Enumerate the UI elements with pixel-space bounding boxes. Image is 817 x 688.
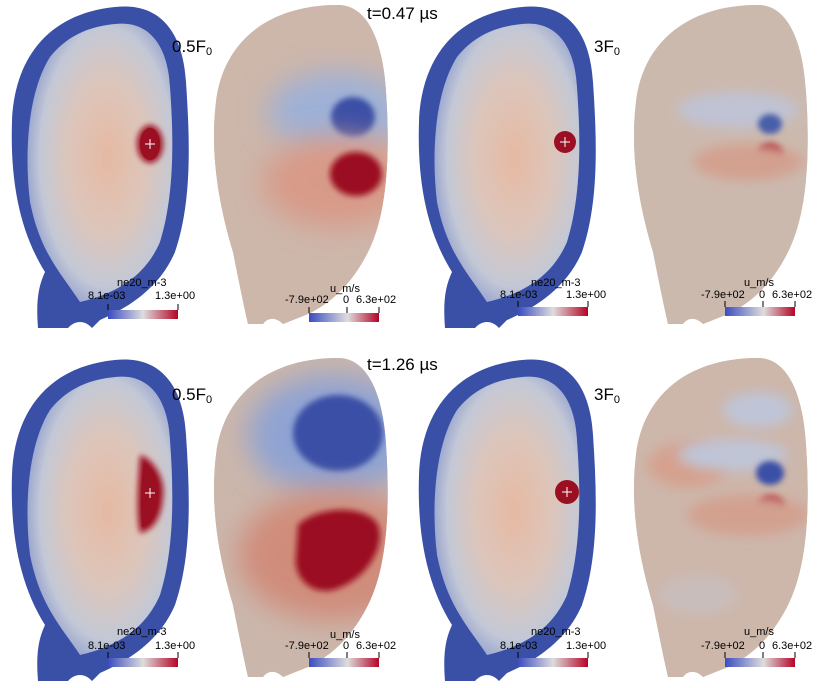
colorbar-title: u_m/s [744,277,774,289]
case-label-main: 0.5F [172,37,207,56]
colorbar-title: u_m/s [330,629,360,641]
colorbar-min-label: 8.1e-03 [88,290,126,302]
colorbar-min-label: 8.1e-03 [500,289,538,301]
colorbar-title: u_m/s [330,283,360,295]
colorbar-max-label: 1.3e+00 [566,640,607,652]
colorbar-title: ne20_m-3 [531,626,581,638]
case-label-sub: 0 [206,46,213,58]
colorbar-velocity-r1-low [308,307,380,322]
colorbar-min-label: -7.9e+02 [285,294,329,306]
colorbar-mid-label: 0 [343,294,350,306]
colorbar-title: ne20_m-3 [117,626,167,638]
colorbar-velocity-r1-high [724,301,796,316]
velocity-panel-row1-high [633,5,808,324]
colorbar-max-label: 6.3e+02 [772,640,813,652]
case-label-sub: 0 [613,394,620,406]
colorbar-max-label: 6.3e+02 [356,294,397,306]
colorbar-density-r2-high [517,652,589,667]
density-panel-row2-high [418,359,596,681]
colorbar-max-label: 6.3e+02 [772,289,813,301]
colorbar-max-label: 6.3e+02 [356,640,397,652]
colorbar-density-r1-low [107,304,179,319]
colorbar-min-label: -7.9e+02 [285,640,329,652]
case-label-main: 3F [594,385,614,404]
colorbar-max-label: 1.3e+00 [155,640,196,652]
colorbar-velocity-r2-high [724,652,796,667]
colorbar-min-label: 8.1e-03 [88,640,126,652]
density-panel-row1-high [418,6,596,329]
case-label-sub: 0 [206,394,213,406]
colorbar-min-label: 8.1e-03 [500,640,538,652]
density-panel-row1-low [11,6,189,329]
colorbar-density-r2-low [107,652,179,667]
case-label-r1-low: 0.5F0 [172,37,212,58]
colorbar-velocity-r2-low [308,652,380,667]
case-label-r2-high: 3F0 [594,385,620,406]
density-panel-row2-low [11,359,189,681]
colorbar-mid-label: 0 [759,289,766,301]
colorbar-density-r1-high [517,301,589,316]
case-label-main: 3F [594,37,614,56]
colorbar-title: ne20_m-3 [531,277,581,289]
colorbar-min-label: -7.9e+02 [701,640,745,652]
colorbar-min-label: -7.9e+02 [701,289,745,301]
case-label-sub: 0 [613,46,620,58]
case-label-main: 0.5F [172,385,207,404]
time-label-row2: t=1.26 µs [367,355,438,374]
colorbar-max-label: 1.3e+00 [566,289,607,301]
case-label-r2-low: 0.5F0 [172,385,212,406]
velocity-panel-row1-low [213,5,388,324]
colorbar-title: ne20_m-3 [117,277,167,289]
case-label-r1-high: 3F0 [594,37,620,58]
velocity-panel-row2-low [213,358,388,677]
velocity-panel-row2-high [633,358,808,677]
colorbar-max-label: 1.3e+00 [155,290,196,302]
colorbar-mid-label: 0 [759,640,766,652]
colorbar-mid-label: 0 [343,640,350,652]
colorbar-title: u_m/s [744,626,774,638]
time-label-row1: t=0.47 µs [367,4,438,23]
